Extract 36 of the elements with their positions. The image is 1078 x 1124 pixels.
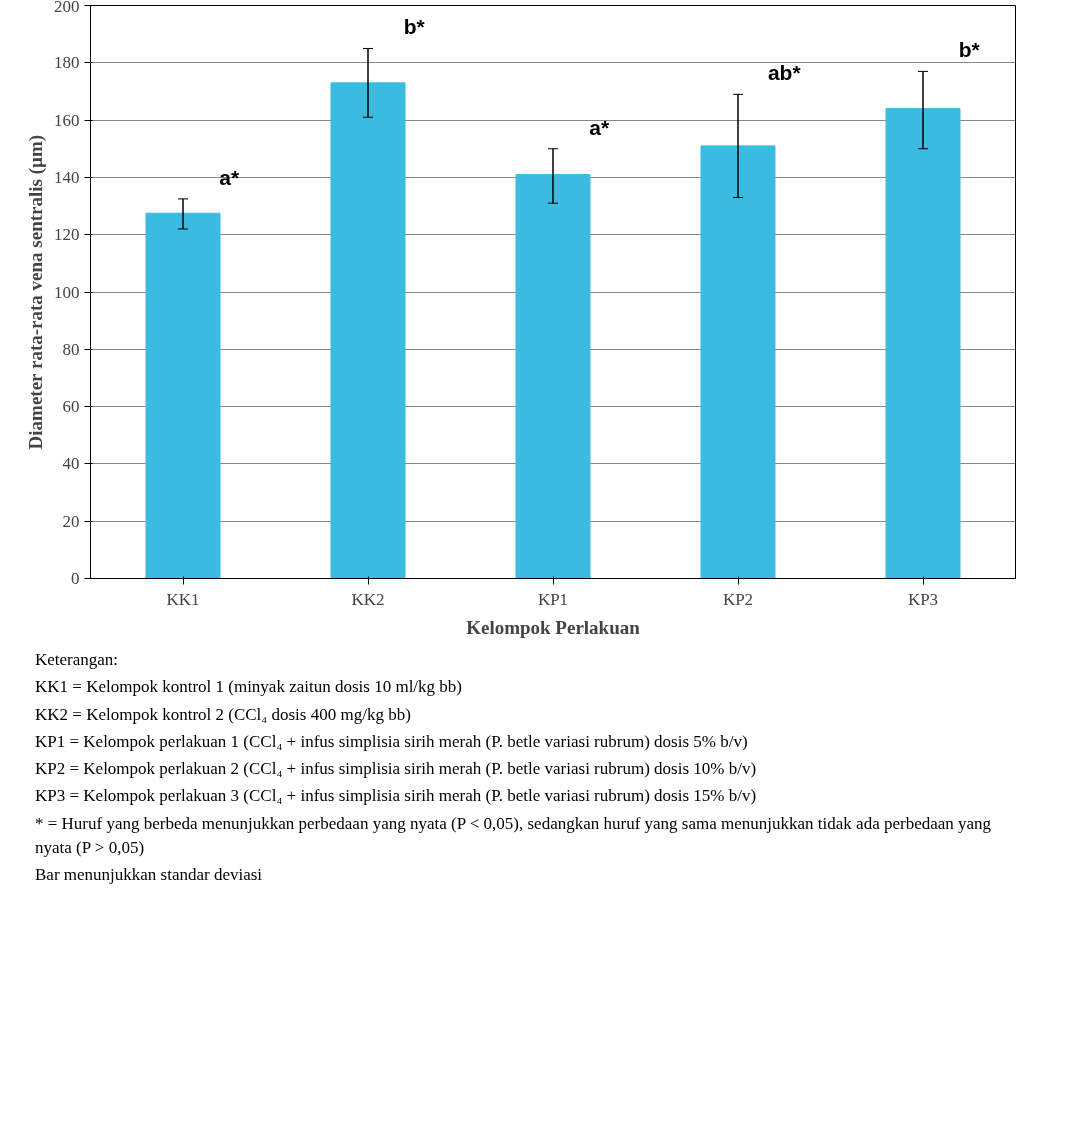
y-tick-label: 140 xyxy=(54,167,80,187)
x-tick-label: KP1 xyxy=(537,589,569,609)
annotation: b* xyxy=(403,15,426,39)
y-tick-label: 200 xyxy=(54,0,80,16)
y-tick-label: 160 xyxy=(54,110,80,130)
y-tick-label: 80 xyxy=(62,339,80,359)
text: KP3 = Kelompok perlakuan 3 (CCl₄ + infus simplisia sirih merah (P. betle variasi rubrum) dosis 15% b/v) xyxy=(35,785,758,808)
y-tick-label: 20 xyxy=(62,511,80,531)
y-tick-label: 120 xyxy=(54,225,80,245)
bar xyxy=(700,145,776,579)
x-tick-label: KP2 xyxy=(722,589,754,609)
annotation: b* xyxy=(958,38,981,62)
text: KP1 = Kelompok perlakuan 1 (CCl₄ + infus simplisia sirih merah (P. betle variasi rubrum) dosis 5% b/v) xyxy=(35,730,749,753)
y-tick-label: 40 xyxy=(62,454,80,474)
bar xyxy=(330,82,406,579)
y-tick-label: 60 xyxy=(62,397,80,417)
y-axis-title: Diameter rata-rata vena sentralis (µm) xyxy=(25,134,47,450)
y-tick-label: 180 xyxy=(54,53,80,73)
text: KP2 = Kelompok perlakuan 2 (CCl₄ + infus simplisia sirih merah (P. betle variasi rubrum) dosis 10% b/v) xyxy=(35,758,758,781)
y-tick-label: 0 xyxy=(71,569,80,588)
text: * = Huruf yang berbeda menunjukkan perbedaan yang nyata (P < 0,05), sedangkan huruf yang sama menunjukkan tidak ada perbedaan yang nyata (P > 0,05) xyxy=(35,812,993,859)
text: KK1 = Kelompok kontrol 1 (minyak zaitun dosis 10 ml/kg bb) xyxy=(35,676,463,699)
x-tick-label: KK2 xyxy=(351,589,385,609)
bar xyxy=(885,108,961,579)
text: Bar menunjukkan standar deviasi xyxy=(35,864,264,887)
text: Keterangan: xyxy=(35,649,120,671)
y-tick-label: 100 xyxy=(54,282,80,302)
x-tick-label: KK1 xyxy=(166,589,200,609)
annotation: ab* xyxy=(767,61,802,85)
x-axis-title: Kelompok Perlakuan xyxy=(466,616,641,638)
bar xyxy=(515,174,591,579)
x-tick-label: KP3 xyxy=(907,589,939,609)
text: KK2 = Kelompok kontrol 2 (CCl₄ dosis 400 mg/kg bb) xyxy=(35,703,412,726)
bar xyxy=(145,212,221,579)
annotation: a* xyxy=(589,115,610,139)
annotation: a* xyxy=(219,165,240,189)
